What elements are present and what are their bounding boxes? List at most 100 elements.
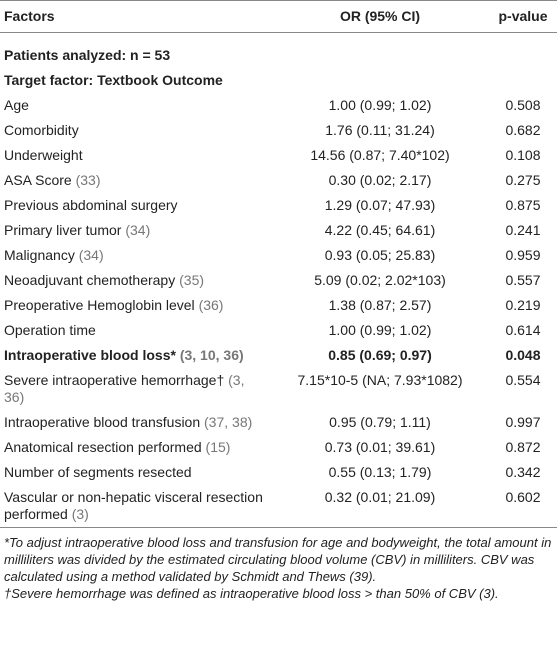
factor: Operation time	[4, 322, 96, 338]
header-row: Factors OR (95% CI) p-value	[0, 0, 557, 33]
p-cell: 0.614	[505, 322, 541, 338]
table-row: Number of segments resected 0.55 (0.13; 1…	[0, 460, 557, 485]
factor: Primary liver tumor	[4, 222, 122, 238]
factor: Intraoperative blood loss*	[4, 347, 176, 363]
factor: Malignancy	[4, 247, 75, 263]
p-cell: 0.508	[505, 97, 541, 113]
reference: (35)	[179, 272, 205, 288]
table-row: Comorbidity 1.76 (0.11; 31.24) 0.682	[0, 118, 557, 143]
factor-cell: Primary liver tumor (34)	[0, 218, 271, 243]
or-cell: 1.29 (0.07; 47.93)	[324, 197, 436, 213]
results-table: Factors OR (95% CI) p-value Patients ana…	[0, 0, 557, 528]
reference: (36)	[198, 297, 224, 313]
target: Target factor: Textbook Outcome	[4, 72, 223, 88]
p-cell: 0.219	[505, 297, 541, 313]
table-row: Previous abdominal surgery 1.29 (0.07; 47…	[0, 193, 557, 218]
table-row: Neoadjuvant chemotherapy (35) 5.09 (0.02;…	[0, 268, 557, 293]
header-or: OR (95% CI)	[271, 0, 489, 33]
footnote: †Severe hemorrhage was defined as intrao…	[4, 586, 499, 601]
or-cell: 0.30 (0.02; 2.17)	[328, 172, 432, 188]
or-cell: 0.55 (0.13; 1.79)	[328, 464, 432, 480]
table-row: Anatomical resection performed (15) 0.73 …	[0, 435, 557, 460]
factor: ASA Score	[4, 172, 72, 188]
p-cell: 0.557	[505, 272, 541, 288]
p-cell: 0.241	[505, 222, 541, 238]
or-cell: 1.38 (0.87; 2.57)	[328, 297, 432, 313]
factor-cell: Severe intraoperative hemorrhage† (3, 36…	[0, 368, 271, 410]
table-row: Intraoperative blood transfusion (37, 38…	[0, 410, 557, 435]
reference: (33)	[75, 172, 101, 188]
table-row: Primary liver tumor (34) 4.22 (0.45; 64.6…	[0, 218, 557, 243]
table-row: Operation time 1.00 (0.99; 1.02) 0.614	[0, 318, 557, 343]
table-row: Age 1.00 (0.99; 1.02) 0.508	[0, 93, 557, 118]
reference: (34)	[125, 222, 151, 238]
p-cell: 0.997	[505, 414, 541, 430]
p-cell: 0.959	[505, 247, 541, 263]
reference: (15)	[205, 439, 231, 455]
p-cell: 0.872	[505, 439, 541, 455]
section-row: Target factor: Textbook Outcome	[0, 68, 557, 93]
factor: Preoperative Hemoglobin level	[4, 297, 195, 313]
or-cell: 0.73 (0.01; 39.61)	[324, 439, 436, 455]
factor-cell: Intraoperative blood transfusion (37, 38…	[0, 410, 271, 435]
or-cell: 1.76 (0.11; 31.24)	[325, 122, 435, 138]
p-cell: 0.275	[505, 172, 541, 188]
table-row: Malignancy (34) 0.93 (0.05; 25.83) 0.959	[0, 243, 557, 268]
factor: Anatomical resection performed	[4, 439, 202, 455]
reference: (3)	[71, 506, 89, 522]
factor: Severe intraoperative hemorrhage†	[4, 372, 225, 388]
factor: Number of segments resected	[4, 464, 192, 480]
p-cell: 0.048	[505, 347, 541, 363]
factor: Intraoperative blood transfusion	[4, 414, 201, 430]
factor-cell: Age	[0, 93, 271, 118]
p-cell: 0.342	[505, 464, 541, 480]
or-cell: 1.00 (0.99; 1.02)	[328, 97, 432, 113]
table-row: Vascular or non-hepatic visceral resecti…	[0, 485, 557, 528]
factor: Neoadjuvant chemotherapy	[4, 272, 176, 288]
factor: Comorbidity	[4, 122, 79, 138]
section-row: Patients analyzed: n = 53	[0, 43, 557, 68]
table-row: Severe intraoperative hemorrhage† (3, 36…	[0, 368, 557, 410]
reference: (3, 36)	[4, 372, 245, 405]
factor-cell: Operation time	[0, 318, 271, 343]
or-cell: 0.85 (0.69; 0.97)	[328, 347, 432, 363]
or-cell: 5.09 (0.02; 2.02*103)	[314, 272, 446, 288]
table-body: Patients analyzed: n = 53 Target factor:…	[0, 33, 557, 528]
factor-cell: Preoperative Hemoglobin level (36)	[0, 293, 271, 318]
factor: Previous abdominal surgery	[4, 197, 178, 213]
p-cell: 0.682	[505, 122, 541, 138]
table-row: ASA Score (33) 0.30 (0.02; 2.17) 0.275	[0, 168, 557, 193]
p-cell: 0.875	[505, 197, 541, 213]
or-cell: 1.00 (0.99; 1.02)	[328, 322, 432, 338]
factor-cell: Number of segments resected	[0, 460, 271, 485]
factor: Underweight	[4, 147, 83, 163]
patients: Patients analyzed: n = 53	[4, 47, 171, 63]
factor-cell: Comorbidity	[0, 118, 271, 143]
spacer	[0, 33, 557, 44]
reference: (3, 10, 36)	[179, 347, 244, 363]
factor-cell: ASA Score (33)	[0, 168, 271, 193]
factor-cell: Intraoperative blood loss* (3, 10, 36)	[0, 343, 271, 368]
header-p: p-value	[489, 0, 557, 33]
factor-cell: Anatomical resection performed (15)	[0, 435, 271, 460]
header-factor: Factors	[0, 0, 271, 33]
p-cell: 0.108	[505, 147, 541, 163]
table-row: Underweight 14.56 (0.87; 7.40*102) 0.108	[0, 143, 557, 168]
factor-cell: Previous abdominal surgery	[0, 193, 271, 218]
table-row: Intraoperative blood loss* (3, 10, 36) 0.…	[0, 343, 557, 368]
table-row: Preoperative Hemoglobin level (36) 1.38 (…	[0, 293, 557, 318]
footnotes: *To adjust intraoperative blood loss and…	[0, 528, 557, 602]
or-cell: 0.32 (0.01; 21.09)	[271, 485, 489, 528]
or-cell: 0.93 (0.05; 25.83)	[324, 247, 436, 263]
p-cell: 0.602	[489, 485, 557, 528]
or-cell: 7.15*10-5 (NA; 7.93*1082)	[297, 372, 463, 388]
factor: Age	[4, 97, 29, 113]
factor-cell: Vascular or non-hepatic visceral resecti…	[0, 485, 271, 528]
reference: (34)	[78, 247, 104, 263]
footnote: *To adjust intraoperative blood loss and…	[4, 535, 552, 584]
reference: (37, 38)	[204, 414, 253, 430]
or-cell: 0.95 (0.79; 1.11)	[329, 414, 431, 430]
p-cell: 0.554	[505, 372, 541, 388]
factor: Vascular or non-hepatic visceral resecti…	[4, 489, 263, 522]
